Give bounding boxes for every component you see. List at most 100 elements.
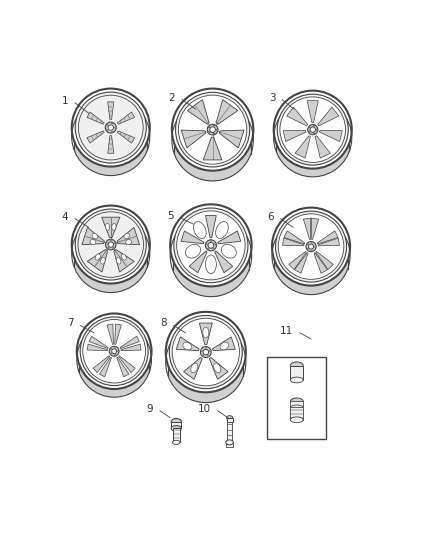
Polygon shape: [307, 101, 318, 123]
Ellipse shape: [290, 405, 303, 411]
Ellipse shape: [280, 97, 346, 163]
Ellipse shape: [290, 377, 303, 383]
Polygon shape: [209, 358, 228, 379]
Text: 7: 7: [67, 318, 74, 328]
Ellipse shape: [106, 223, 110, 230]
Polygon shape: [219, 130, 244, 148]
Text: 1: 1: [62, 96, 68, 106]
Polygon shape: [117, 131, 134, 143]
Ellipse shape: [108, 125, 113, 130]
Ellipse shape: [202, 355, 204, 357]
Polygon shape: [181, 130, 206, 148]
Polygon shape: [203, 137, 222, 160]
Polygon shape: [102, 217, 120, 238]
Ellipse shape: [290, 362, 303, 369]
Polygon shape: [74, 258, 148, 293]
Polygon shape: [215, 251, 233, 273]
Ellipse shape: [307, 248, 308, 250]
Ellipse shape: [307, 125, 318, 135]
Bar: [290, 407, 303, 420]
Ellipse shape: [110, 239, 112, 241]
Ellipse shape: [115, 127, 116, 128]
Ellipse shape: [117, 257, 121, 264]
Polygon shape: [317, 231, 338, 244]
Polygon shape: [276, 143, 350, 177]
Ellipse shape: [208, 243, 214, 248]
Text: 11: 11: [280, 326, 293, 336]
Ellipse shape: [205, 240, 216, 251]
Ellipse shape: [307, 244, 308, 245]
Polygon shape: [314, 253, 328, 273]
Polygon shape: [283, 131, 306, 141]
Ellipse shape: [310, 127, 315, 132]
Ellipse shape: [205, 255, 216, 273]
Ellipse shape: [176, 92, 250, 167]
Ellipse shape: [78, 95, 143, 160]
Polygon shape: [318, 107, 339, 126]
Ellipse shape: [112, 223, 116, 230]
Ellipse shape: [201, 346, 211, 358]
Text: 2: 2: [169, 93, 175, 103]
Ellipse shape: [177, 211, 245, 280]
Ellipse shape: [110, 346, 119, 356]
Polygon shape: [174, 144, 251, 181]
Ellipse shape: [194, 222, 206, 239]
Polygon shape: [315, 136, 330, 158]
Polygon shape: [212, 337, 235, 351]
Ellipse shape: [90, 239, 96, 245]
Ellipse shape: [314, 246, 316, 247]
Ellipse shape: [115, 354, 116, 356]
Polygon shape: [316, 252, 333, 270]
Ellipse shape: [171, 425, 181, 431]
Ellipse shape: [290, 398, 303, 405]
Ellipse shape: [208, 355, 209, 357]
Ellipse shape: [112, 131, 113, 133]
Polygon shape: [108, 102, 114, 119]
Ellipse shape: [203, 349, 208, 355]
Bar: [290, 401, 303, 408]
Ellipse shape: [92, 233, 98, 239]
Polygon shape: [120, 336, 139, 349]
Polygon shape: [87, 344, 107, 351]
Ellipse shape: [112, 349, 117, 354]
Ellipse shape: [108, 242, 113, 247]
Ellipse shape: [203, 327, 209, 338]
Ellipse shape: [191, 363, 198, 373]
Ellipse shape: [106, 130, 108, 131]
Ellipse shape: [308, 132, 310, 133]
Ellipse shape: [215, 222, 228, 239]
Ellipse shape: [101, 257, 105, 264]
Text: 3: 3: [269, 93, 276, 103]
Ellipse shape: [210, 127, 215, 133]
Ellipse shape: [206, 243, 207, 245]
Bar: [267, 358, 326, 440]
Ellipse shape: [75, 92, 146, 163]
Text: 8: 8: [160, 318, 167, 328]
Polygon shape: [318, 238, 339, 246]
Ellipse shape: [112, 123, 113, 124]
Ellipse shape: [78, 212, 144, 277]
Polygon shape: [119, 356, 135, 373]
Bar: [226, 418, 233, 422]
Polygon shape: [115, 324, 121, 344]
Ellipse shape: [290, 417, 303, 423]
Polygon shape: [187, 100, 209, 124]
Ellipse shape: [207, 124, 218, 135]
Ellipse shape: [210, 240, 212, 241]
Ellipse shape: [312, 242, 313, 243]
Polygon shape: [284, 231, 305, 244]
Text: 9: 9: [147, 403, 153, 414]
Ellipse shape: [174, 208, 248, 282]
Ellipse shape: [306, 241, 316, 252]
Ellipse shape: [110, 348, 112, 350]
Ellipse shape: [124, 233, 130, 239]
Polygon shape: [168, 366, 244, 402]
Ellipse shape: [110, 353, 112, 354]
Polygon shape: [189, 251, 207, 273]
Ellipse shape: [221, 244, 237, 258]
Ellipse shape: [313, 133, 315, 134]
Text: 10: 10: [198, 403, 211, 414]
Ellipse shape: [213, 133, 215, 135]
Polygon shape: [82, 228, 104, 245]
Polygon shape: [184, 358, 202, 379]
